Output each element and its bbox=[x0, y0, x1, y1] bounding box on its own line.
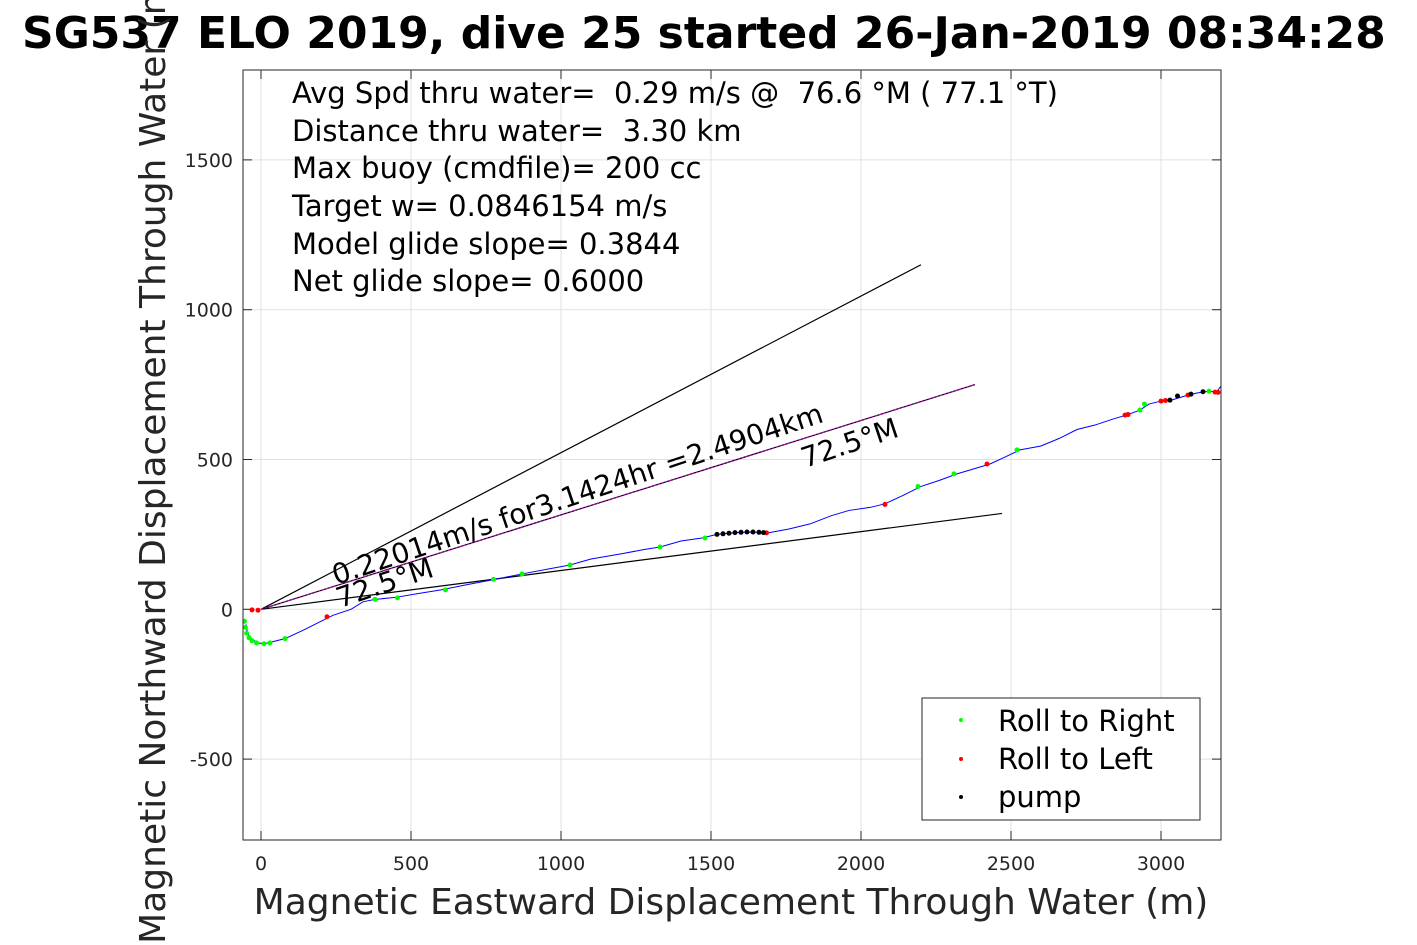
point-roll-to-right bbox=[244, 630, 250, 636]
point-roll-to-right bbox=[915, 483, 921, 489]
reference-line-heading-line-overlay bbox=[260, 384, 976, 610]
point-pump bbox=[1167, 397, 1173, 403]
point-roll-to-right bbox=[267, 640, 273, 646]
point-roll-to-right bbox=[254, 640, 259, 646]
info-line-distance: Distance thru water= 3.30 km bbox=[292, 114, 742, 148]
point-pump bbox=[726, 530, 732, 536]
x-tick-label: 1000 bbox=[537, 853, 585, 875]
point-roll-to-right bbox=[372, 596, 378, 602]
x-tick-label: 0 bbox=[255, 853, 267, 875]
point-pump bbox=[1175, 393, 1180, 399]
reference-line-upper-bound bbox=[260, 264, 922, 610]
legend-box bbox=[921, 697, 1201, 821]
reference-lines bbox=[260, 264, 1003, 610]
info-line-max-buoy: Max buoy (cmdfile)= 200 cc bbox=[292, 151, 701, 185]
point-pump bbox=[720, 531, 726, 537]
point-roll-to-right bbox=[261, 641, 267, 647]
grid bbox=[243, 70, 1221, 840]
point-roll-to-right bbox=[282, 636, 288, 642]
ticks: 0 500 1000 1500 2000 2500 3000 -500 0 500 1000 1500 bbox=[185, 70, 1221, 875]
reference-line-lower-bound bbox=[260, 512, 1003, 610]
chart-title: SG537 ELO 2019, dive 25 started 26-Jan-2… bbox=[22, 8, 1386, 59]
y-axis-label: Magnetic Northward Displacement Through … bbox=[133, 0, 174, 944]
y-tick-label: 1500 bbox=[185, 150, 233, 172]
point-roll-to-right bbox=[243, 618, 247, 624]
info-line-model-glide: Model glide slope= 0.3844 bbox=[292, 227, 680, 261]
point-roll-to-right bbox=[567, 562, 573, 568]
point-pump bbox=[732, 530, 738, 536]
point-pump bbox=[714, 531, 720, 537]
point-pump bbox=[756, 529, 762, 535]
point-roll-to-left bbox=[324, 614, 330, 620]
point-roll-to-right bbox=[1142, 401, 1147, 407]
point-roll-to-right bbox=[519, 571, 525, 577]
info-line-avg-speed: Avg Spd thru water= 0.29 m/s @ 76.6 °M (… bbox=[292, 76, 1058, 110]
x-axis-label: Magnetic Eastward Displacement Through W… bbox=[254, 882, 1209, 923]
x-tick-label: 2500 bbox=[987, 853, 1035, 875]
point-roll-to-right bbox=[951, 471, 957, 477]
point-roll-to-right bbox=[491, 576, 496, 582]
y-tick-label: 500 bbox=[197, 449, 233, 471]
point-roll-to-left bbox=[1125, 412, 1131, 418]
point-roll-to-left bbox=[984, 461, 990, 467]
legend-marker-roll-right bbox=[959, 718, 963, 722]
point-pump bbox=[744, 529, 750, 535]
point-pump bbox=[1188, 391, 1194, 397]
info-line-net-glide: Net glide slope= 0.6000 bbox=[292, 264, 644, 298]
legend: Roll to Right Roll to Left pump bbox=[921, 697, 1201, 821]
point-roll-to-left bbox=[249, 607, 255, 613]
plot-border bbox=[242, 69, 1222, 841]
point-roll-to-left bbox=[882, 501, 888, 507]
point-roll-to-right bbox=[702, 535, 708, 541]
y-tick-label: 0 bbox=[221, 599, 233, 621]
point-roll-to-left bbox=[1158, 398, 1164, 404]
point-pump bbox=[1200, 389, 1206, 395]
point-pump bbox=[738, 529, 744, 535]
legend-label-roll-right: Roll to Right bbox=[998, 704, 1175, 738]
point-roll-to-right bbox=[249, 638, 255, 644]
point-roll-to-right bbox=[1206, 388, 1212, 394]
x-tick-label: 500 bbox=[393, 853, 429, 875]
point-roll-to-left bbox=[255, 607, 261, 613]
legend-label-pump: pump bbox=[998, 780, 1081, 814]
point-pump bbox=[750, 529, 756, 535]
point-roll-to-right bbox=[657, 544, 663, 550]
x-tick-label: 1500 bbox=[687, 853, 735, 875]
point-roll-to-right bbox=[1014, 447, 1020, 453]
y-tick-label: -500 bbox=[190, 749, 233, 771]
y-tick-label: 1000 bbox=[185, 300, 233, 322]
point-roll-to-right bbox=[395, 595, 400, 601]
info-block: Avg Spd thru water= 0.29 m/s @ 76.6 °M (… bbox=[291, 76, 1058, 298]
point-roll-to-left bbox=[1215, 389, 1221, 395]
point-roll-to-right bbox=[443, 587, 448, 593]
x-tick-label: 3000 bbox=[1137, 853, 1185, 875]
point-roll-to-left bbox=[1163, 397, 1168, 403]
data-points bbox=[243, 379, 1227, 647]
legend-marker-pump bbox=[959, 795, 963, 799]
point-roll-to-right bbox=[1137, 407, 1143, 413]
info-line-target-w: Target w= 0.0846154 m/s bbox=[291, 189, 667, 223]
point-roll-to-right bbox=[243, 624, 248, 630]
legend-label-roll-left: Roll to Left bbox=[998, 742, 1153, 776]
point-pump bbox=[761, 530, 766, 536]
point-roll-to-right bbox=[1222, 379, 1227, 384]
legend-marker-roll-left bbox=[959, 757, 963, 761]
x-tick-label: 2000 bbox=[837, 853, 885, 875]
